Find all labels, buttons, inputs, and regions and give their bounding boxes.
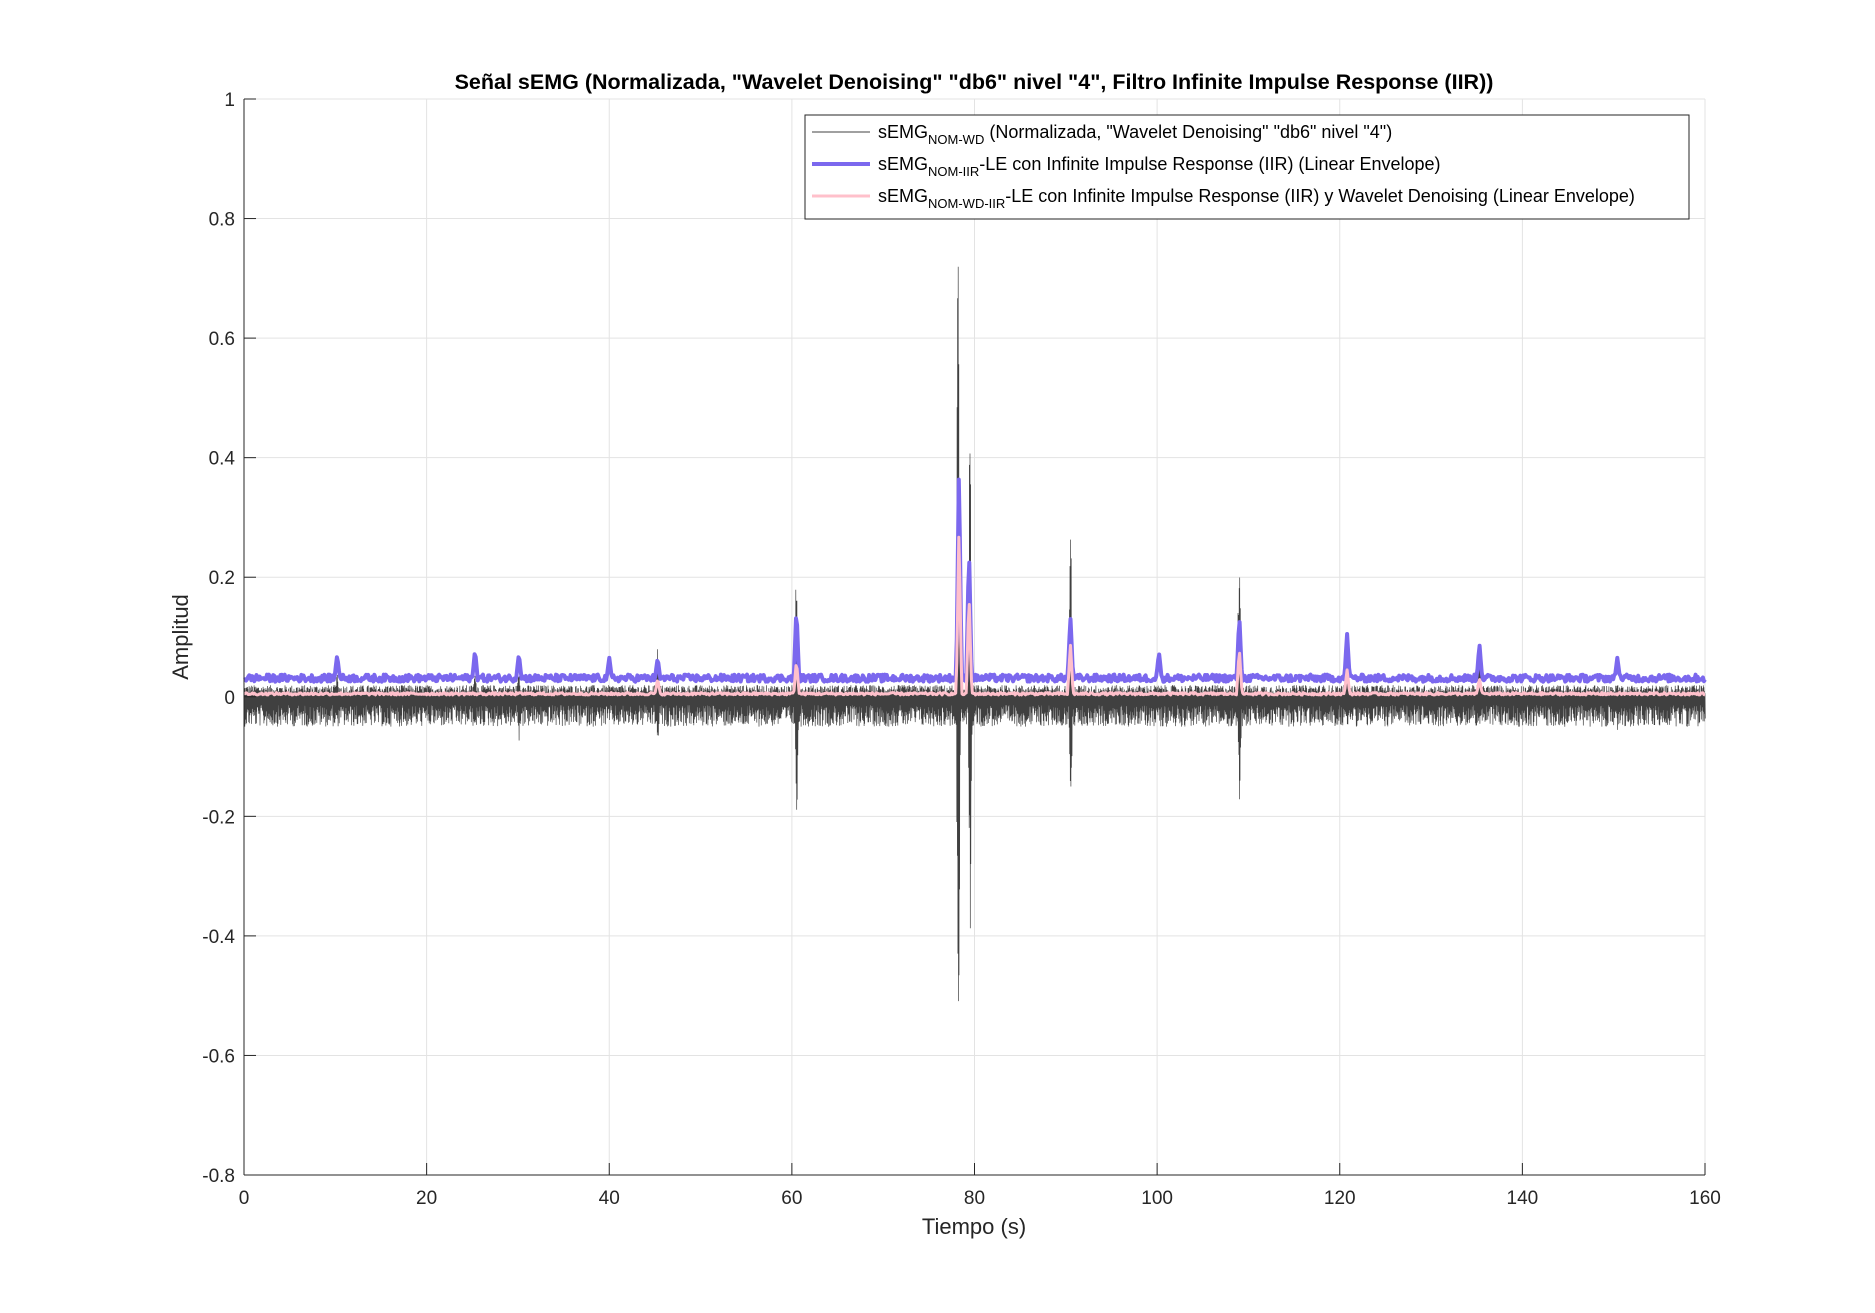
x-tick-label-4: 80 [964,1188,985,1209]
legend-entry-raw: sEMGNOM-WD (Normalizada, "Wavelet Denois… [878,122,1392,147]
y-tick-label-4: 0 [224,688,235,709]
y-tick-label-6: 0.4 [209,449,236,470]
legend-entry-wd-iir-rest: -LE con Infinite Impulse Response (IIR) … [1005,186,1635,206]
tick-labels: 0 20 40 60 80 100 120 140 160 -0.8 -0.6 -0.4 -0.2 0 0.… [202,90,1721,1209]
x-tick-label-0: 0 [239,1188,250,1209]
legend-entry-iir: sEMGNOM-IIR-LE con Infinite Impulse Resp… [878,154,1441,179]
y-axis-label: Amplitud [168,594,193,680]
y-tick-label-7: 0.6 [209,329,235,350]
y-tick-label-3: -0.2 [202,807,235,828]
x-tick-label-5: 100 [1141,1188,1173,1209]
x-tick-label-6: 120 [1324,1188,1356,1209]
series-layer [243,266,1707,1002]
x-tick-label-7: 140 [1507,1188,1539,1209]
y-tick-label-5: 0.2 [209,568,235,589]
y-tick-label-2: -0.4 [202,927,235,948]
legend-entry-iir-rest: -LE con Infinite Impulse Response (IIR) … [979,154,1440,174]
y-tick-label-9: 1 [224,90,235,111]
y-tick-label-8: 0.8 [209,210,235,231]
ticks [243,98,1706,1176]
chart-title: Señal sEMG (Normalizada, "Wavelet Denois… [455,70,1494,94]
legend-entry-wd-iir-sub: NOM-WD-IIR [928,196,1005,211]
legend-entry-wd-iir-main: sEMG [878,186,928,206]
y-tick-label-0: -0.8 [202,1166,235,1187]
x-axis-label: Tiempo (s) [922,1214,1026,1239]
x-tick-label-3: 60 [781,1188,802,1209]
series-line-iir [243,477,1707,684]
legend-box [804,114,1690,220]
legend-entry-raw-rest: (Normalizada, "Wavelet Denoising" "db6" … [984,122,1392,142]
legend-entry-wd-iir: sEMGNOM-WD-IIR-LE con Infinite Impulse R… [878,186,1635,211]
legend: sEMGNOM-WD (Normalizada, "Wavelet Denois… [804,114,1690,220]
y-tick-label-1: -0.6 [202,1046,235,1067]
x-tick-label-1: 20 [416,1188,437,1209]
legend-entry-iir-main: sEMG [878,154,928,174]
x-tick-label-8: 160 [1689,1188,1721,1209]
legend-entry-raw-sub: NOM-WD [928,132,984,147]
legend-entry-raw-main: sEMG [878,122,928,142]
x-tick-label-2: 40 [599,1188,620,1209]
legend-entry-iir-sub: NOM-IIR [928,164,979,179]
series-line-wd-iir [243,535,1706,697]
